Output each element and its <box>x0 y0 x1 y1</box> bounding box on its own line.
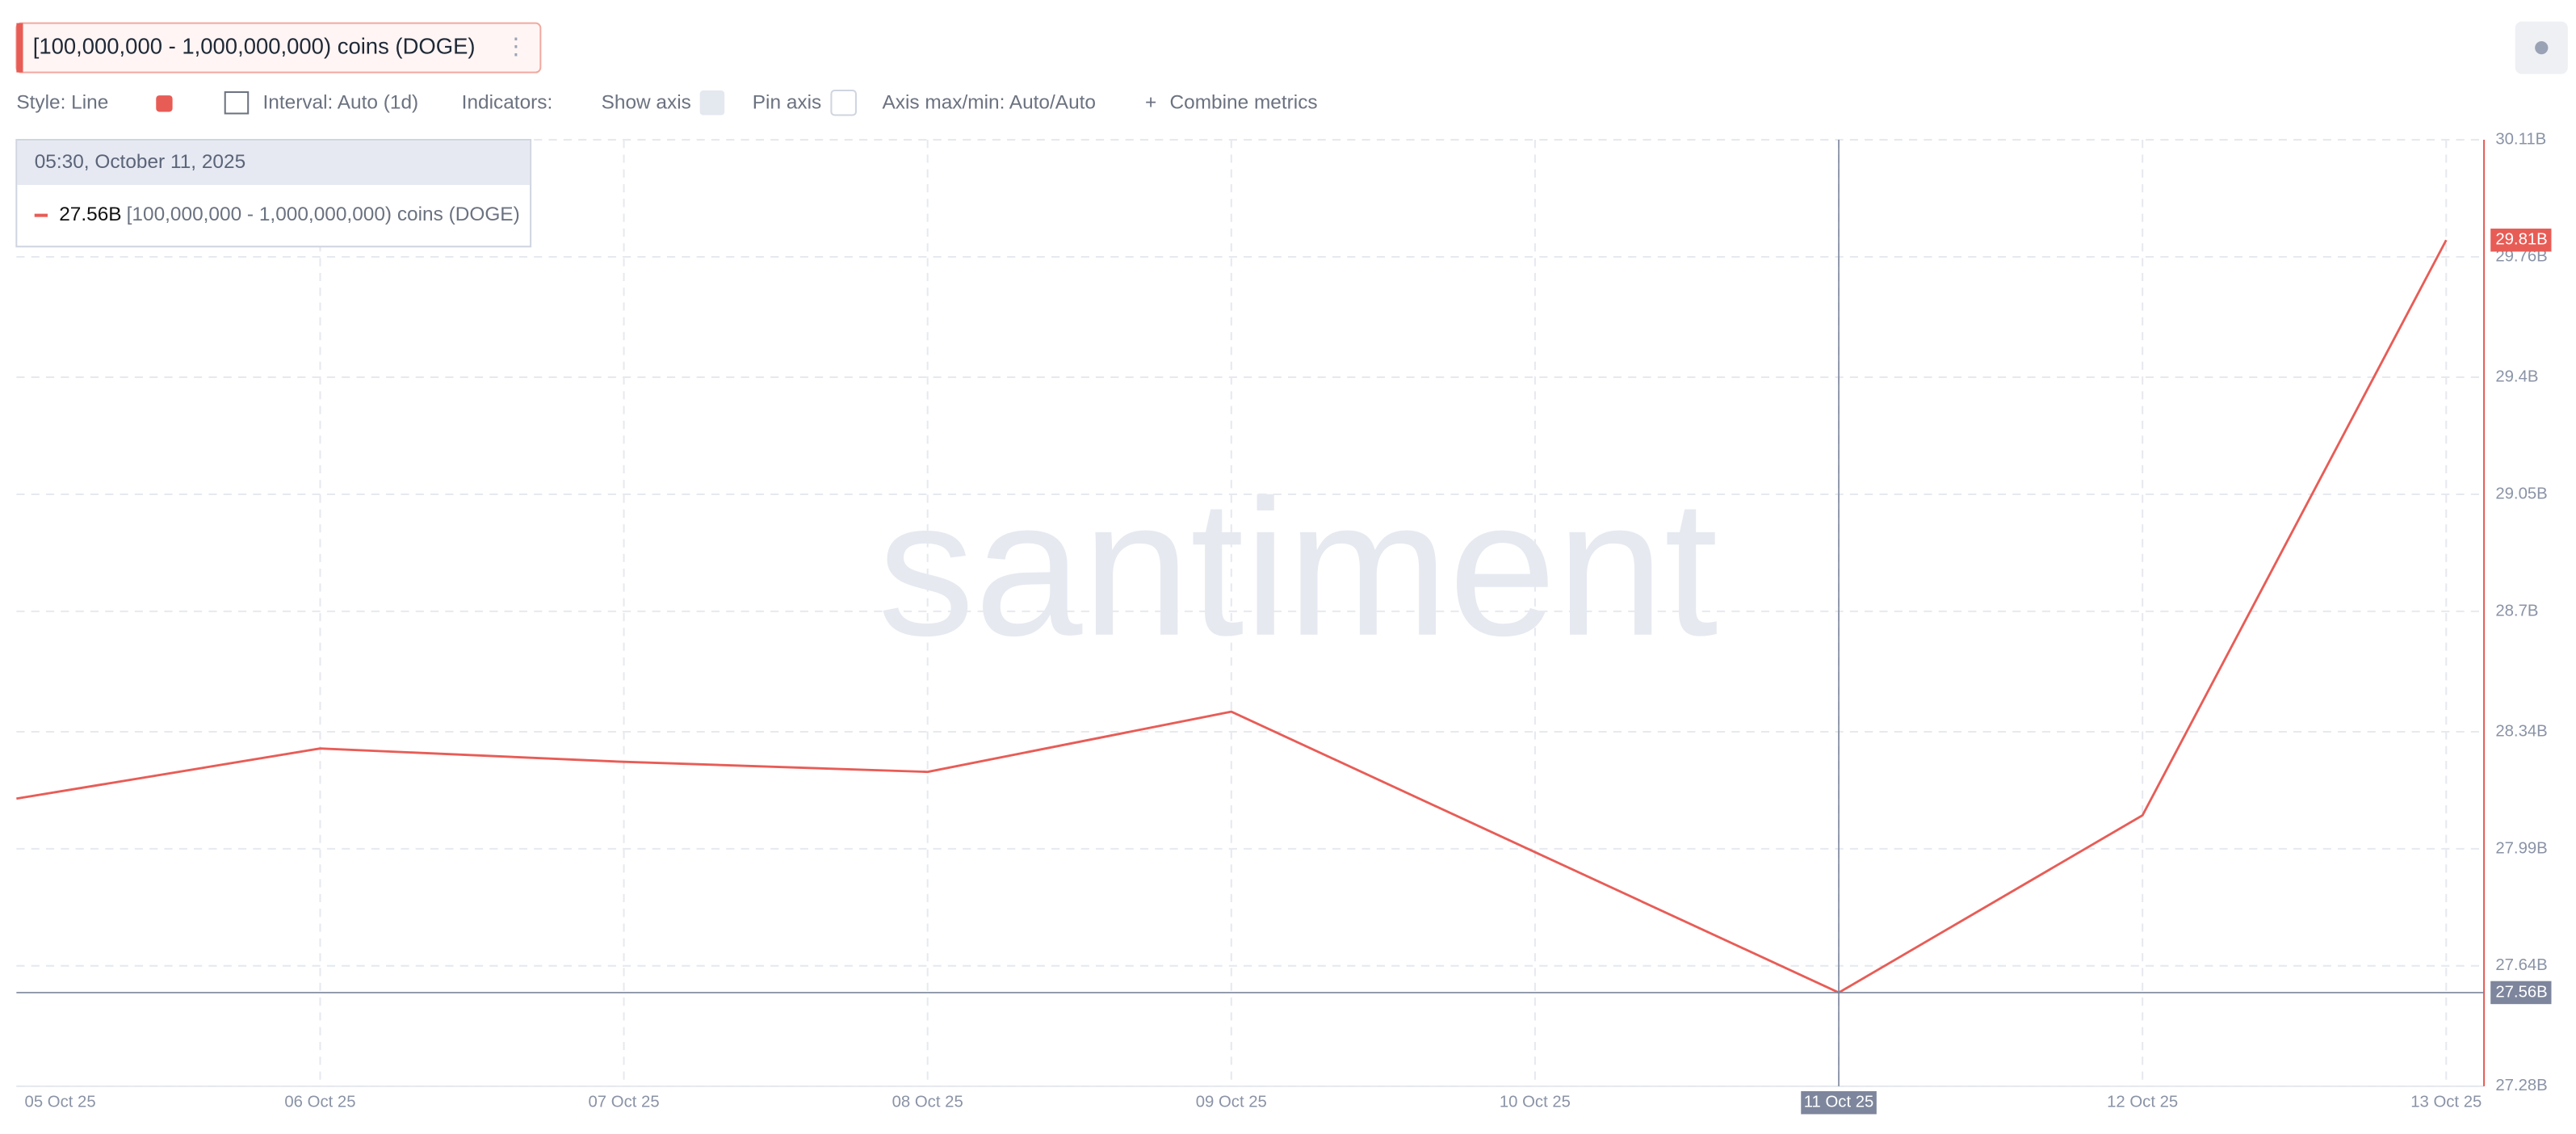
indicators-select[interactable]: Indicators: <box>462 92 553 114</box>
x-tick-label: 12 Oct 25 <box>2107 1094 2178 1111</box>
x-tick-label: 08 Oct 25 <box>892 1094 963 1111</box>
y-tick-label: 29.05B <box>2495 485 2547 502</box>
y-tick-label: 30.11B <box>2495 130 2546 148</box>
metric-name: [100,000,000 - 1,000,000,000) coins (DOG… <box>33 33 476 58</box>
tooltip-header <box>17 141 531 185</box>
interval-icon <box>224 91 250 115</box>
x-tick-label: 09 Oct 25 <box>1196 1094 1267 1111</box>
x-tick-label: 10 Oct 25 <box>1500 1094 1571 1111</box>
style-select[interactable]: Style: Line <box>16 92 108 114</box>
value-badge <box>2490 981 2552 1005</box>
tooltip-value: 27.56B <box>59 204 121 225</box>
value-badge <box>2490 229 2552 252</box>
x-tick-label: 06 Oct 25 <box>284 1094 355 1111</box>
tooltip-series: [100,000,000 - 1,000,000,000) coins (DOG… <box>127 204 520 225</box>
y-tick-label: 27.99B <box>2495 839 2547 857</box>
y-tick-label: 28.34B <box>2495 722 2547 740</box>
combine-metrics[interactable]: Combine metrics <box>1170 92 1318 114</box>
x-tick-label: 07 Oct 25 <box>588 1094 659 1111</box>
series-line <box>16 239 2448 994</box>
y-tick-label: 27.28B <box>2495 1077 2547 1094</box>
interval-select[interactable]: Interval: Auto (1d) <box>263 92 419 114</box>
crosshair-x-badge <box>1801 1090 1877 1115</box>
metric-color-bar <box>16 23 23 73</box>
y-tick-label: 27.64B <box>2495 956 2547 974</box>
y-tick-label: 28.7B <box>2495 602 2538 620</box>
menu-dots[interactable]: ⋮ <box>505 34 527 60</box>
y-tick-label: 29.4B <box>2495 368 2538 385</box>
axis-minmax-select[interactable]: Axis max/min: Auto/Auto <box>882 92 1096 114</box>
tooltip-time: 05:30, October 11, 2025 <box>35 151 245 173</box>
pin-axis[interactable]: Pin axis <box>753 92 821 114</box>
y-tick-label: 29.76B <box>2495 247 2547 265</box>
x-tick-label: 05 Oct 25 <box>25 1094 96 1111</box>
value-badge-label: 29.81B <box>2495 231 2547 249</box>
settings-dot <box>2535 40 2549 55</box>
value-badge-label: 27.56B <box>2495 983 2547 1001</box>
x-tick-label: 13 Oct 25 <box>2410 1094 2482 1111</box>
color-select[interactable] <box>156 95 173 112</box>
combine-plus: + <box>1145 92 1156 114</box>
watermark: santiment <box>878 460 1718 676</box>
pin-axis-checkbox[interactable] <box>830 89 857 116</box>
show-axis-checkbox[interactable] <box>699 90 725 116</box>
show-axis[interactable]: Show axis <box>602 92 691 114</box>
crosshair-x-label: 11 Oct 25 <box>1804 1094 1874 1111</box>
